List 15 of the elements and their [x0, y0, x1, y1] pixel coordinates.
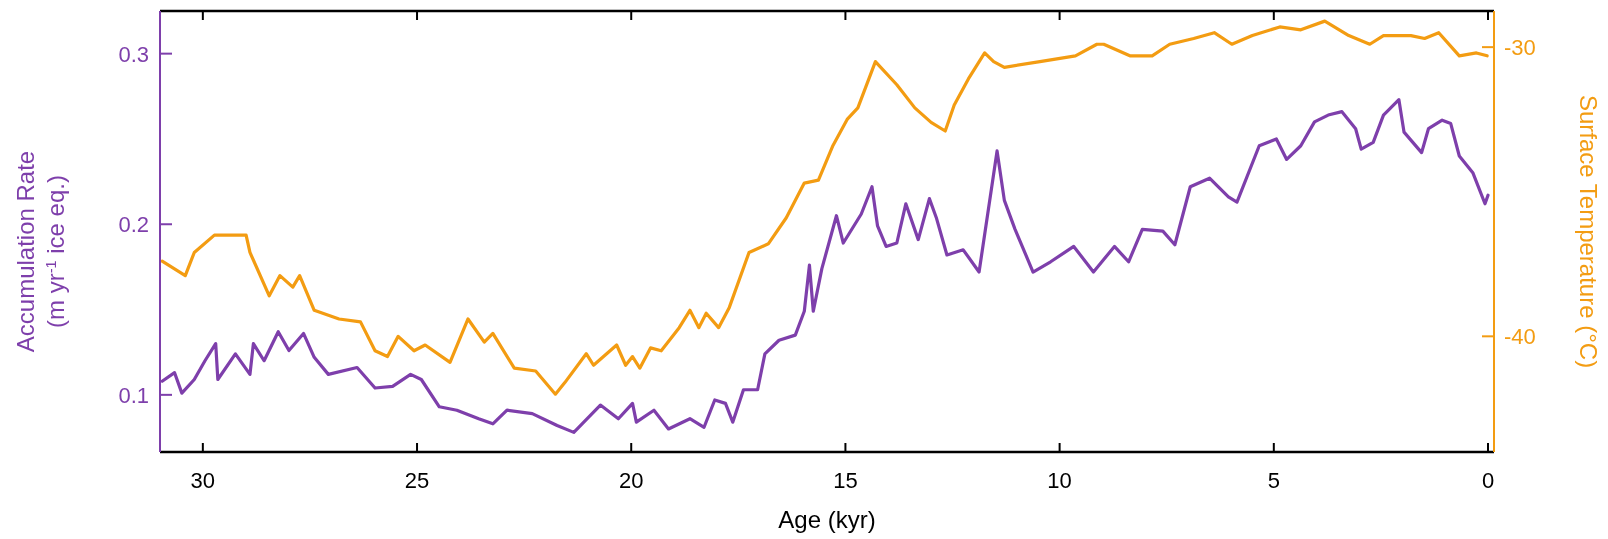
- x-tick-label: 20: [618, 468, 644, 493]
- x-tick-label: 25: [404, 468, 430, 493]
- y-tick-label: 0.1: [118, 382, 149, 408]
- x-tick-label: 5: [1267, 468, 1280, 493]
- x-tick-label: 30: [190, 468, 216, 493]
- y-tick-label: 0.3: [118, 41, 149, 67]
- x-tick-label: 0: [1481, 468, 1495, 493]
- y-tick-label: 0.2: [118, 212, 149, 238]
- y2-tick-label: -40: [1504, 324, 1536, 350]
- x-tick-label: 10: [1047, 468, 1072, 493]
- line-series: [160, 19, 1489, 396]
- x-axis-title: Age (kyr): [778, 506, 876, 533]
- x-tick-label: 15: [833, 468, 858, 493]
- y2-axis-title: Surface Temperature (°C): [1575, 94, 1602, 369]
- y2-tick-label: -30: [1504, 35, 1536, 61]
